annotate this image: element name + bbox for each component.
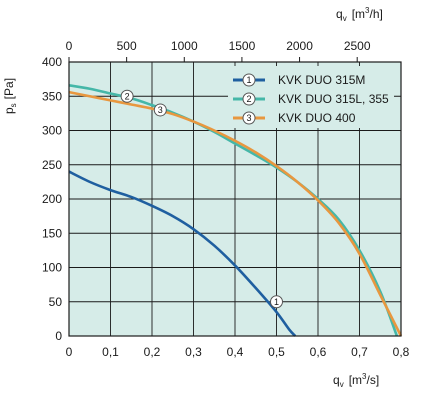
legend-item-1: 1 KVK DUO 315M xyxy=(233,73,365,87)
plot-frame xyxy=(68,61,402,337)
series-line-1 xyxy=(68,170,297,337)
legend-marker-circle-3 xyxy=(242,111,256,125)
legend-label-1: KVK DUO 315M xyxy=(278,73,365,87)
x-bottom-tick-label: 0,6 xyxy=(310,345,327,359)
legend-marker-label-1: 1 xyxy=(246,75,251,85)
legend-label-2: KVK DUO 315L, 355 xyxy=(278,92,389,106)
curve-marker-label-1: 1 xyxy=(274,297,279,307)
y-tick-label: 200 xyxy=(42,192,62,206)
y-tick-label: 50 xyxy=(49,295,63,309)
y-tick-label: 250 xyxy=(42,158,62,172)
x-top-tick-label: 2500 xyxy=(344,39,371,53)
curve-marker-circle-3 xyxy=(153,103,167,117)
y-axis-label: ps[Pa] xyxy=(2,78,18,114)
curve-marker-label-3: 3 xyxy=(158,105,163,115)
y-tick-label: 300 xyxy=(42,124,62,138)
x-bottom-tick-label: 0,5 xyxy=(268,345,285,359)
x-bottom-tick-label: 0,7 xyxy=(351,345,368,359)
legend-label-3: KVK DUO 400 xyxy=(278,111,356,125)
x-top-tick-label: 0 xyxy=(66,39,73,53)
x-top-tick-label: 2000 xyxy=(286,39,313,53)
curve-marker-circle-1 xyxy=(270,295,283,309)
x-bottom-tick-label: 0,1 xyxy=(102,345,119,359)
legend-marker-label-3: 3 xyxy=(246,113,251,123)
x-top-tick-label: 500 xyxy=(117,39,137,53)
y-tick-label: 150 xyxy=(42,226,62,240)
x-bottom-tick-label: 0 xyxy=(66,345,73,359)
y-tick-label: 400 xyxy=(42,55,62,69)
y-tick-label: 350 xyxy=(42,89,62,103)
x-bottom-tick-label: 0,3 xyxy=(185,345,202,359)
x-bottom-tick-label: 0,4 xyxy=(227,345,244,359)
y-tick-label: 100 xyxy=(42,261,62,275)
y-tick-label: 0 xyxy=(55,329,62,343)
series-line-3 xyxy=(68,90,403,337)
x-top-tick-label: 1500 xyxy=(229,39,256,53)
x-bottom-axis-label: qv [m3/s] xyxy=(333,372,379,389)
legend-item-2: 2 KVK DUO 315L, 355 xyxy=(233,92,389,106)
x-bottom-tick-label: 0,2 xyxy=(144,345,161,359)
curve-marker-label-2: 2 xyxy=(125,91,130,101)
legend-item-3: 3 KVK DUO 400 xyxy=(233,111,356,125)
legend-marker-circle-2 xyxy=(242,92,256,106)
x-bottom-tick-label: 0,8 xyxy=(393,345,410,359)
curve-marker-circle-2 xyxy=(120,89,134,103)
legend-marker-label-2: 2 xyxy=(246,94,251,104)
x-top-tick-label: 1000 xyxy=(171,39,198,53)
legend-marker-circle-1 xyxy=(242,73,256,87)
x-top-axis-label: qv [m3/h] xyxy=(336,6,383,23)
legend: 1 KVK DUO 315M 2 KVK DUO 315L, 355 3 KVK… xyxy=(228,66,394,128)
